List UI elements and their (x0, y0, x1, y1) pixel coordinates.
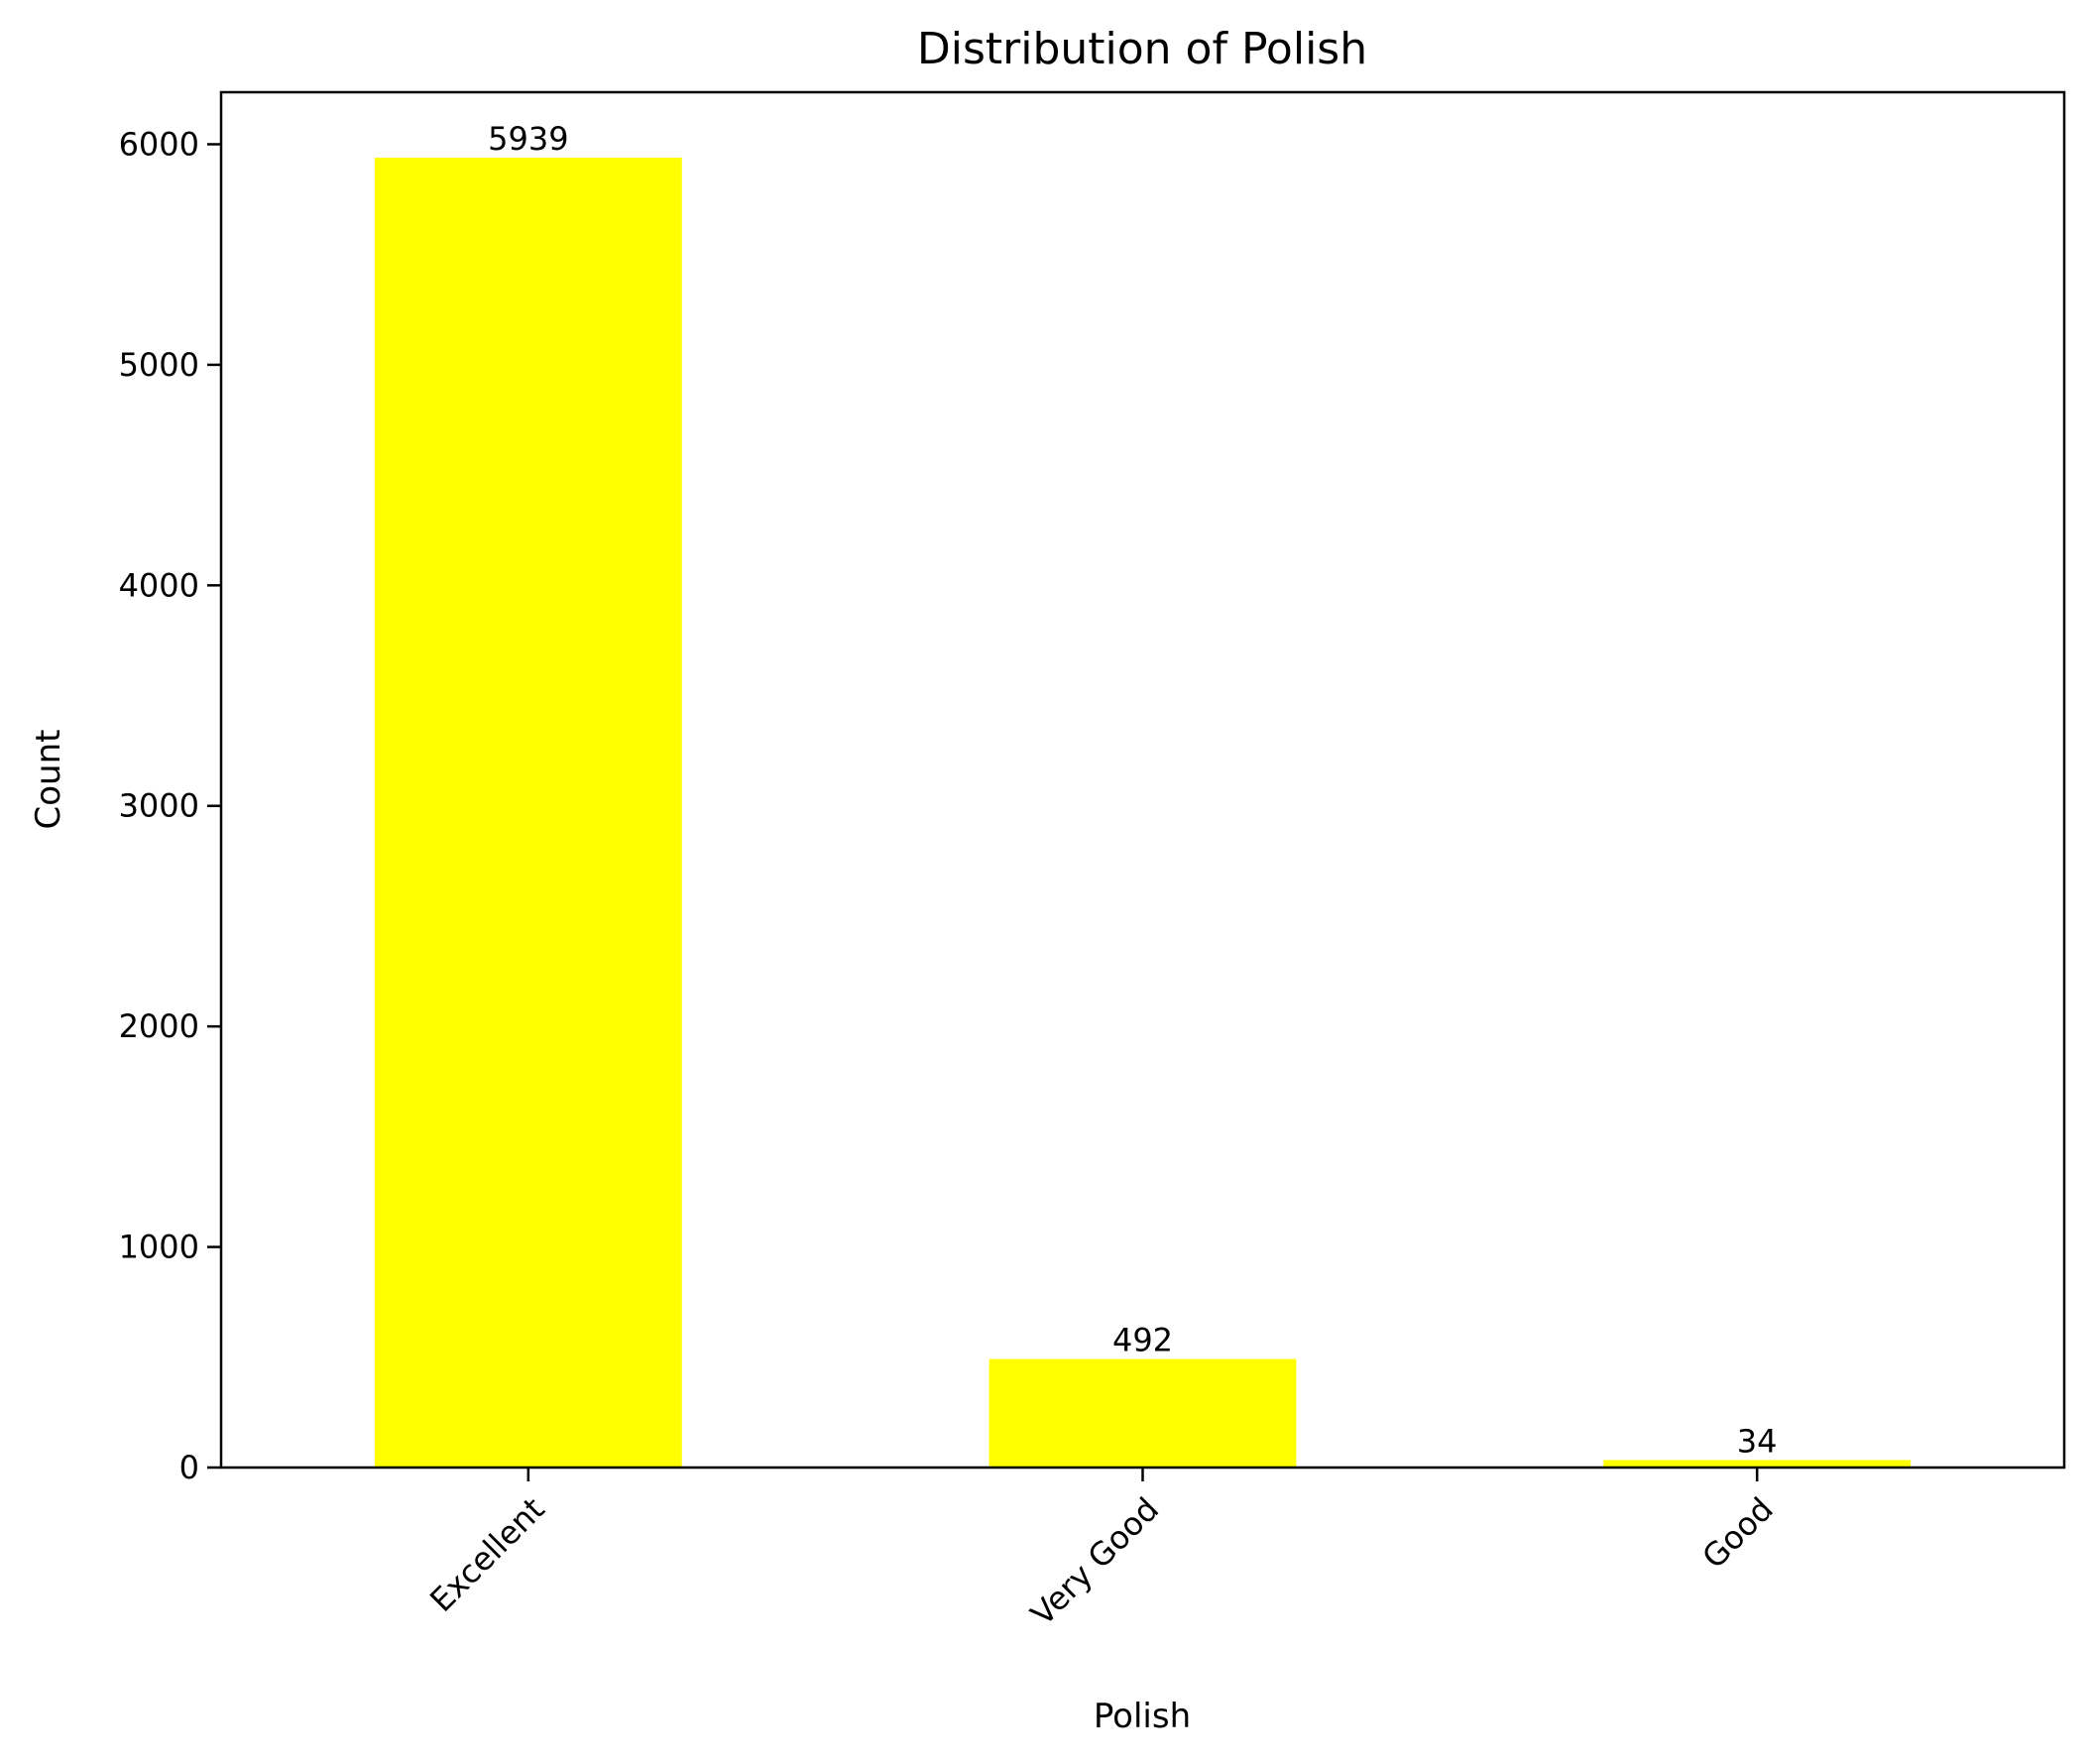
bar-value-label: 5939 (488, 120, 568, 158)
y-tick-label: 0 (179, 1449, 199, 1486)
bar-good (1603, 1460, 1912, 1468)
bar-excellent (374, 158, 682, 1468)
y-tick-label: 2000 (119, 1007, 199, 1045)
y-axis: 0 1000 2000 3000 4000 5000 6000 (119, 125, 221, 1486)
bars-layer (374, 158, 1912, 1468)
y-tick-label: 5000 (119, 346, 199, 384)
x-tick-label: Excellent (422, 1490, 551, 1619)
bar-value-label: 492 (1112, 1322, 1173, 1359)
x-axis-label: Polish (1094, 1697, 1191, 1736)
y-tick-label: 3000 (119, 787, 199, 825)
y-tick-label: 4000 (119, 566, 199, 604)
bar-very-good (988, 1358, 1297, 1468)
y-tick-label: 6000 (119, 125, 199, 163)
x-tick-label: Good (1694, 1490, 1780, 1576)
bar-value-label: 34 (1737, 1422, 1778, 1460)
value-labels-layer: 5939 492 34 (488, 120, 1777, 1460)
y-axis-label: Count (29, 730, 68, 830)
x-tick-label: Very Good (1023, 1490, 1166, 1633)
x-axis: Excellent Very Good Good (422, 1468, 1781, 1633)
y-tick-label: 1000 (119, 1229, 199, 1266)
chart-title: Distribution of Polish (917, 24, 1367, 74)
